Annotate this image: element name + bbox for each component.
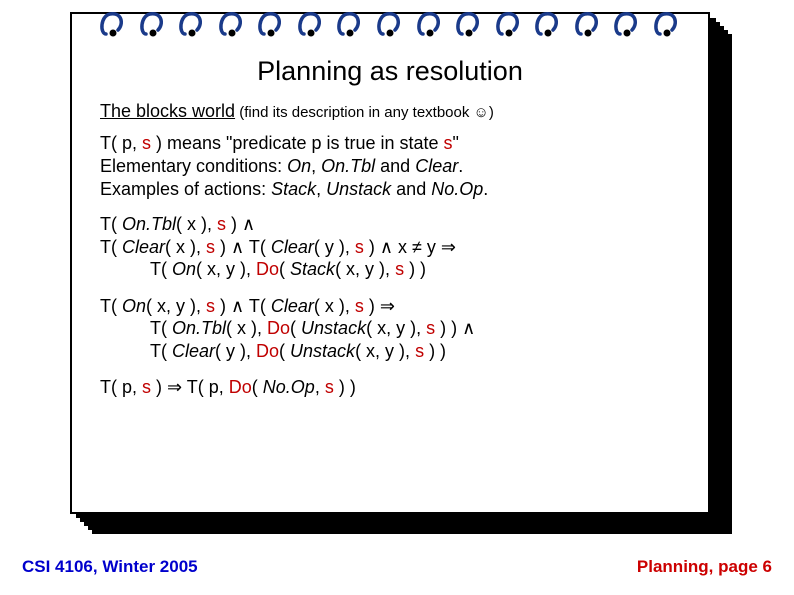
subtitle: The blocks world (find its description i…: [100, 101, 680, 122]
formula-unstack: T( On( x, y ), s ) ∧ T( Clear( x ), s ) …: [100, 295, 680, 363]
spiral-ring: [177, 6, 207, 36]
notepad: Planning as resolution The blocks world …: [70, 12, 730, 532]
spiral-ring: [98, 6, 128, 36]
spiral-ring: [494, 6, 524, 36]
intro-paragraph: T( p, s ) means "predicate p is true in …: [100, 132, 680, 201]
formula-indent: T( On( x, y ), Do( Stack( x, y ), s ) ): [100, 258, 680, 281]
spiral-ring: [375, 6, 405, 36]
spiral-ring: [217, 6, 247, 36]
spiral-ring: [612, 6, 642, 36]
subtitle-main: The blocks world: [100, 101, 235, 121]
slide-content: Planning as resolution The blocks world …: [100, 56, 680, 496]
spiral-ring: [573, 6, 603, 36]
slide-title: Planning as resolution: [100, 56, 680, 87]
spiral-ring: [138, 6, 168, 36]
formula-noop: T( p, s ) ⇒ T( p, Do( No.Op, s ) ): [100, 376, 680, 399]
subtitle-note: (find its description in any textbook ☺): [235, 104, 494, 121]
footer-course: CSI 4106, Winter 2005: [22, 557, 198, 577]
spiral-ring: [454, 6, 484, 36]
spiral-ring: [652, 6, 682, 36]
page-sheet: Planning as resolution The blocks world …: [70, 12, 710, 514]
formula-stack: T( On.Tbl( x ), s ) ∧ T( Clear( x ), s )…: [100, 213, 680, 281]
formula-indent: T( Clear( y ), Do( Unstack( x, y ), s ) …: [100, 340, 680, 363]
formula-indent: T( On.Tbl( x ), Do( Unstack( x, y ), s )…: [100, 317, 680, 340]
spiral-ring: [296, 6, 326, 36]
spiral-ring: [533, 6, 563, 36]
footer-page: Planning, page 6: [637, 557, 772, 577]
spiral-binding: [92, 6, 688, 40]
spiral-ring: [335, 6, 365, 36]
spiral-ring: [415, 6, 445, 36]
spiral-ring: [256, 6, 286, 36]
